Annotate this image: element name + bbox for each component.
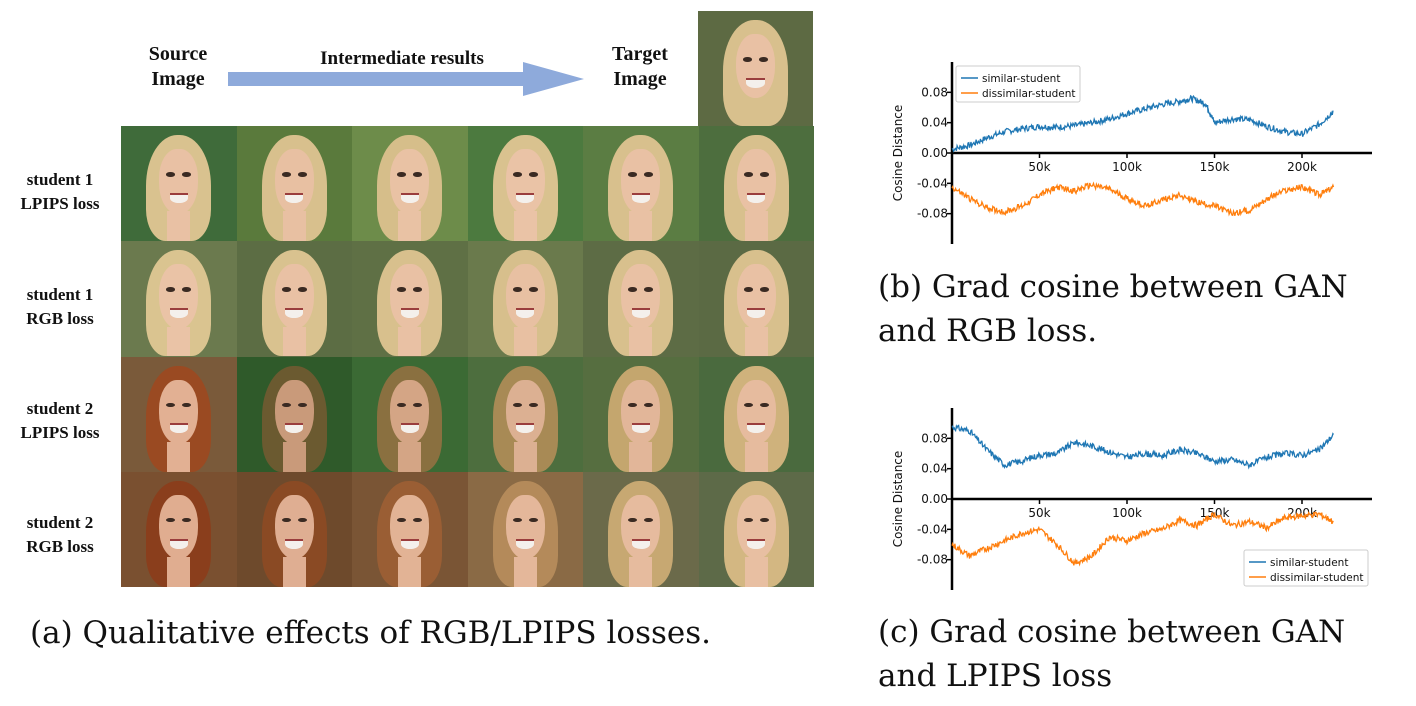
face-image <box>698 241 814 357</box>
face-grid <box>121 126 814 587</box>
caption-c: (c) Grad cosine between GAN and LPIPS lo… <box>878 614 1346 694</box>
intermediate-arrow <box>228 62 584 96</box>
face-image <box>352 126 468 242</box>
y-axis-label: Cosine Distance <box>891 451 905 548</box>
face-image <box>583 126 699 242</box>
y-tick-label: -0.08 <box>917 207 948 221</box>
series-line-dissimilar-student <box>951 181 1335 217</box>
legend-box <box>955 65 1081 103</box>
series-line-similar-student <box>951 424 1335 470</box>
face-image <box>352 356 468 472</box>
face-image <box>698 356 814 472</box>
source-image-label: Source Image <box>148 43 208 90</box>
legend-label: dissimilar-student <box>982 88 1076 100</box>
y-tick-label: 0.04 <box>921 116 948 130</box>
legend-label: similar-student <box>1270 557 1348 569</box>
x-tick-label: 50k <box>1028 160 1050 174</box>
face-image <box>121 126 237 242</box>
face-image <box>236 241 352 357</box>
y-tick-label: 0.00 <box>921 146 948 160</box>
face-image <box>121 241 237 357</box>
x-tick-label: 100k <box>1112 160 1142 174</box>
x-tick-label: 200k <box>1287 160 1317 174</box>
face-image <box>583 241 699 357</box>
intermediate-results-label: Intermediate results <box>320 48 484 69</box>
row-label-3: student 2 LPIPS loss <box>20 399 100 442</box>
x-tick-label: 150k <box>1200 160 1230 174</box>
row-label-4: student 2 RGB loss <box>26 513 94 556</box>
legend-box <box>1243 549 1369 587</box>
y-tick-label: -0.04 <box>917 176 948 190</box>
face-image <box>583 356 699 472</box>
caption-a: (a) Qualitative effects of RGB/LPIPS los… <box>30 615 712 651</box>
face-image <box>467 471 583 587</box>
face-image <box>121 471 237 587</box>
x-tick-label: 50k <box>1028 506 1050 520</box>
row-label-1: student 1 LPIPS loss <box>20 170 100 213</box>
legend-label: similar-student <box>982 73 1060 85</box>
face-image <box>236 356 352 472</box>
face-image <box>467 356 583 472</box>
row-label-2: student 1 RGB loss <box>26 285 94 328</box>
face-image <box>467 126 583 242</box>
y-axis-label: Cosine Distance <box>891 105 905 202</box>
face-image <box>698 126 814 242</box>
face-image <box>236 471 352 587</box>
series-line-similar-student <box>951 94 1334 153</box>
y-tick-label: 0.04 <box>921 462 948 476</box>
face-image <box>352 471 468 587</box>
target-face-image <box>698 11 813 126</box>
y-tick-label: 0.08 <box>921 85 948 99</box>
y-tick-label: 0.00 <box>921 492 948 506</box>
face-image <box>467 241 583 357</box>
face-image <box>583 471 699 587</box>
arrow-shape <box>228 62 584 96</box>
face-image <box>698 471 814 587</box>
series-line-dissimilar-student <box>951 511 1334 567</box>
face-image <box>352 241 468 357</box>
y-tick-label: -0.04 <box>917 522 948 536</box>
x-tick-label: 100k <box>1112 506 1142 520</box>
target-image-label: Target Image <box>612 43 668 90</box>
y-tick-label: -0.08 <box>917 553 948 567</box>
y-tick-label: 0.08 <box>921 431 948 445</box>
face-image <box>236 126 352 242</box>
legend-label: dissimilar-student <box>1270 572 1364 584</box>
chart-b: 0.08 0.04 0.00 -0.04 -0.08 50k 100k 150k 200k Cos… <box>891 62 1372 244</box>
caption-b: (b) Grad cosine between GAN and RGB loss… <box>878 269 1348 349</box>
face-image <box>121 356 237 472</box>
